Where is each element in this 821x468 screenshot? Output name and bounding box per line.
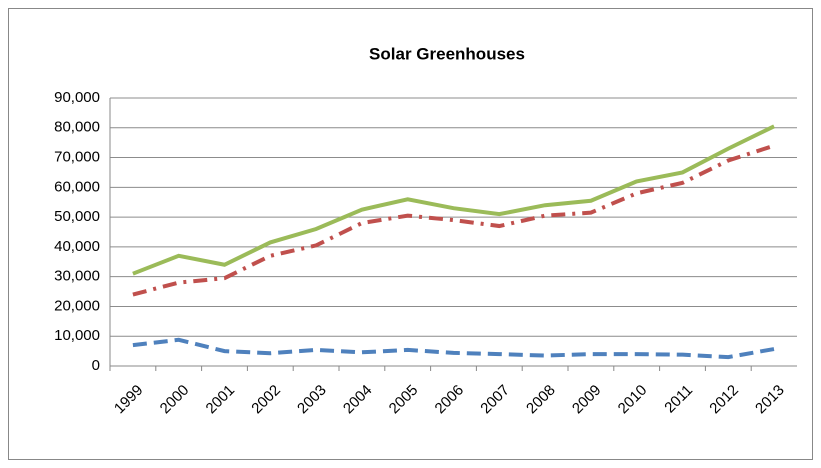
y-tick-label: 60,000 [54,178,100,195]
y-tick-label: 30,000 [54,268,100,285]
y-tick-label: 10,000 [54,327,100,344]
y-tick-label: 70,000 [54,149,100,166]
y-tick-label: 80,000 [54,119,100,136]
chart-border [8,8,813,460]
series-line [132,337,775,360]
y-tick-label: 90,000 [54,89,100,106]
chart-title: Solar Greenhouses [369,44,525,63]
y-tick-label: 40,000 [54,238,100,255]
y-tick-label: 20,000 [54,297,100,314]
y-tick-label: 0 [92,357,100,374]
series-line [132,124,775,276]
y-tick-label: 50,000 [54,208,100,225]
